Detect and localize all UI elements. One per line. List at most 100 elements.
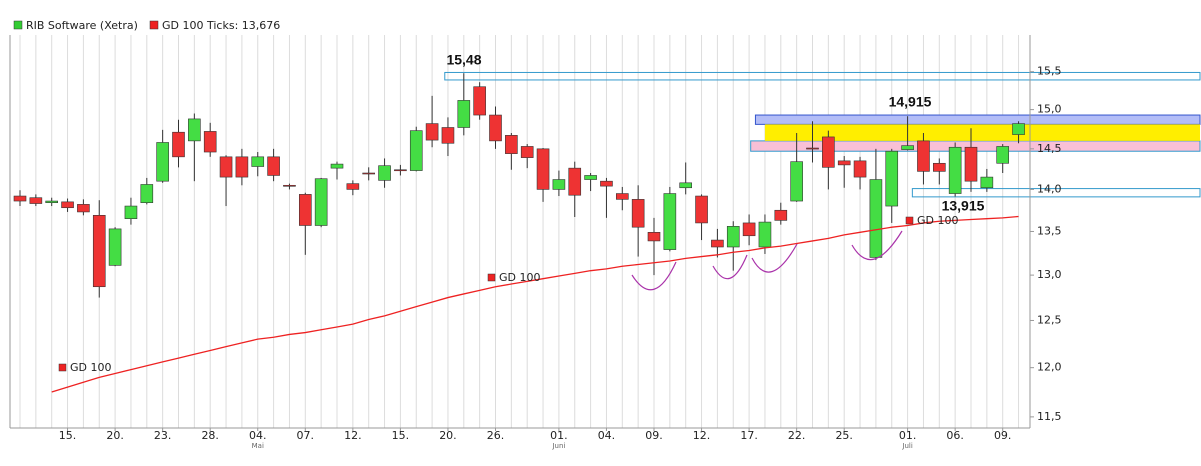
x-tick-label: 04.: [598, 429, 616, 442]
x-tick-label: 17.: [740, 429, 758, 442]
x-tick-label: 04.: [249, 429, 267, 442]
gd-label: GD 100: [917, 214, 959, 227]
candle-body: [172, 131, 185, 158]
candle-body: [520, 146, 534, 158]
candle-body: [615, 193, 629, 200]
candle-body: [774, 209, 788, 221]
cup-arc: [712, 254, 748, 280]
cup-arc: [631, 261, 677, 291]
candle-body: [790, 161, 803, 202]
price-zone: [764, 124, 1200, 141]
candle-body: [758, 221, 772, 248]
candle-body: [822, 136, 835, 168]
x-tick-label: 15.: [392, 429, 410, 442]
candle-body: [425, 123, 439, 141]
annotation: 13,915: [942, 198, 985, 214]
x-tick-label: 06.: [946, 429, 964, 442]
candle-body: [552, 179, 566, 190]
candle-body: [473, 86, 486, 116]
candle-body: [188, 118, 201, 142]
candle-body: [901, 145, 914, 150]
x-tick-label: 20.: [106, 429, 124, 442]
x-tick-label: 28.: [201, 429, 219, 442]
month-label: Juni: [551, 442, 565, 450]
y-tick-label: 15,5: [1037, 65, 1062, 78]
candle-body: [394, 169, 407, 172]
candle-body: [140, 184, 154, 204]
gd-label: GD 100: [70, 361, 112, 374]
candle-body: [219, 156, 233, 178]
month-label: Mai: [252, 442, 264, 450]
cup-arc: [851, 230, 903, 261]
candle-body: [441, 127, 455, 144]
candle-body: [964, 146, 978, 182]
candle-body: [156, 142, 169, 182]
candle-body: [505, 135, 518, 154]
candle-body: [742, 222, 756, 237]
candle-body: [45, 200, 59, 204]
grid: [19, 35, 1020, 428]
cup-arc: [751, 243, 798, 273]
candle-body: [948, 146, 962, 194]
legend-label: GD 100 Ticks: 13,676: [162, 19, 280, 32]
candle-body: [314, 178, 328, 226]
candle-body: [378, 165, 391, 181]
candle-body: [283, 184, 296, 187]
gd-label: GD 100: [499, 271, 541, 284]
x-tick-label: 23.: [154, 429, 172, 442]
candle-body: [584, 175, 597, 180]
price-zone: [444, 71, 1201, 81]
candle-body: [61, 201, 74, 209]
x-tick-label: 15.: [59, 429, 77, 442]
x-tick-label: 01.: [899, 429, 917, 442]
candle-body: [568, 167, 582, 196]
candle-body: [536, 148, 550, 190]
candle-body: [917, 140, 930, 172]
legend-swatch: [13, 20, 23, 30]
candle-body: [77, 204, 90, 213]
candle-body: [457, 100, 471, 128]
candle-body: [92, 215, 106, 288]
annotation: 15,48: [446, 52, 481, 68]
candle-body: [489, 114, 502, 142]
candle-body: [679, 182, 693, 189]
y-tick-label: 13,0: [1037, 268, 1062, 281]
candle-body: [409, 130, 423, 171]
candle-body: [885, 150, 899, 207]
x-tick-label: 09.: [645, 429, 663, 442]
price-zone: [754, 114, 1201, 125]
y-tick-label: 13,5: [1037, 224, 1062, 237]
candle-body: [980, 176, 994, 189]
x-tick-label: 01.: [550, 429, 568, 442]
candle-body: [330, 163, 344, 169]
x-tick-label: 12.: [344, 429, 362, 442]
x-tick-label: 09.: [994, 429, 1012, 442]
gd-marker: [487, 273, 496, 282]
candle-body: [647, 232, 661, 242]
candle-body: [124, 205, 138, 219]
candle-body: [806, 147, 819, 150]
y-tick-label: 14,0: [1037, 182, 1062, 195]
candle-body: [726, 226, 740, 248]
y-tick-label: 15,0: [1037, 103, 1062, 116]
candle-body: [631, 199, 645, 228]
gd-marker: [58, 363, 67, 372]
x-tick-label: 07.: [297, 429, 315, 442]
y-tick-label: 12,5: [1037, 313, 1062, 326]
x-tick-label: 22.: [788, 429, 806, 442]
y-tick-label: 12,0: [1037, 361, 1062, 374]
candles: [13, 73, 1025, 393]
candle-body: [13, 195, 27, 202]
candle-body: [996, 146, 1010, 164]
candle-body: [853, 160, 867, 178]
y-tick-label: 11,5: [1037, 410, 1062, 423]
candle-body: [251, 156, 265, 167]
moving-average-line: [51, 215, 1019, 393]
candle-body: [362, 172, 376, 175]
candle-body: [663, 193, 677, 250]
candle-body: [837, 160, 851, 166]
candle-body: [235, 156, 249, 178]
price-zone: [911, 188, 1201, 198]
